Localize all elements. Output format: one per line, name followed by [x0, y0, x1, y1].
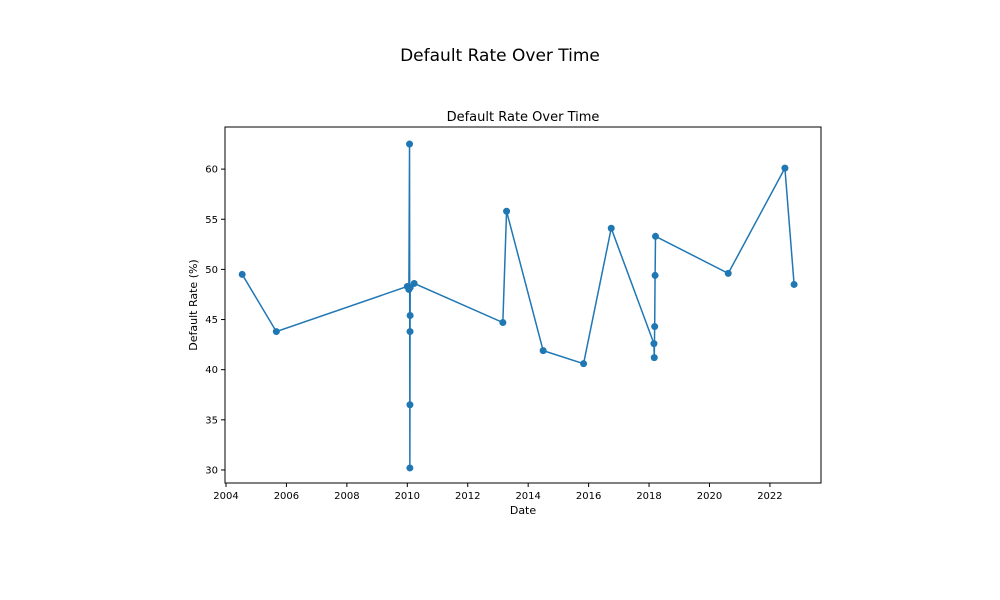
chart-title: Default Rate Over Time — [447, 110, 600, 125]
data-point — [790, 280, 798, 288]
data-point — [410, 279, 418, 287]
y-tick-label: 45 — [205, 315, 218, 326]
series-group — [238, 140, 798, 472]
y-tick-label: 30 — [205, 465, 218, 476]
x-tick-label: 2012 — [455, 491, 480, 502]
data-point — [651, 271, 659, 279]
x-tick-label: 2014 — [515, 491, 540, 502]
data-point — [539, 347, 547, 355]
data-point — [652, 232, 660, 240]
x-tick-label: 2010 — [395, 491, 420, 502]
x-axis-label: Date — [510, 504, 537, 517]
data-point — [406, 401, 414, 409]
data-point — [607, 224, 615, 232]
x-tick-label: 2020 — [697, 491, 722, 502]
data-point — [580, 360, 588, 368]
data-point — [503, 207, 511, 215]
x-tick-label: 2004 — [213, 491, 238, 502]
data-point — [272, 328, 280, 336]
data-point — [406, 464, 414, 472]
y-axis-ticks: 30 35 40 45 50 55 60 — [205, 165, 225, 476]
y-tick-label: 40 — [205, 365, 218, 376]
series-line — [241, 144, 795, 468]
figure-suptitle: Default Rate Over Time — [400, 46, 600, 66]
x-tick-label: 2008 — [334, 491, 359, 502]
data-point — [406, 328, 414, 336]
data-point — [781, 164, 789, 172]
y-tick-label: 35 — [205, 415, 218, 426]
x-tick-label: 2018 — [636, 491, 661, 502]
data-point — [406, 312, 414, 320]
y-axis-label: Default Rate (%) — [187, 259, 200, 350]
x-axis-ticks: 2004 2006 2008 2010 2012 2014 2016 2018 2020 2022 — [213, 483, 783, 502]
data-point — [724, 269, 732, 277]
plot-area-frame — [224, 126, 822, 484]
y-tick-label: 50 — [205, 265, 218, 276]
x-tick-label: 2022 — [757, 491, 782, 502]
data-point — [238, 270, 246, 278]
data-point — [651, 323, 659, 331]
data-point — [650, 340, 658, 348]
x-tick-label: 2006 — [274, 491, 299, 502]
data-point — [499, 319, 507, 327]
x-tick-label: 2016 — [576, 491, 601, 502]
data-point — [650, 354, 658, 362]
y-tick-label: 60 — [205, 165, 218, 176]
data-point — [406, 140, 414, 148]
y-tick-label: 55 — [205, 215, 218, 226]
